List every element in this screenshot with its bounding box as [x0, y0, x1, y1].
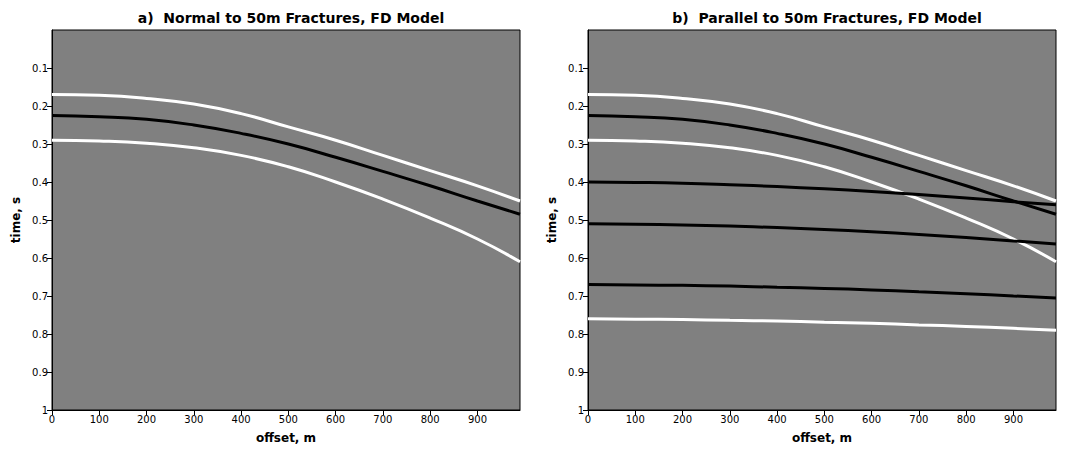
svg-text:600: 600 [326, 414, 345, 425]
svg-text:1: 1 [578, 405, 584, 416]
svg-text:900: 900 [1004, 414, 1023, 425]
svg-text:500: 500 [815, 414, 834, 425]
svg-text:100: 100 [90, 414, 109, 425]
svg-text:0.7: 0.7 [568, 291, 584, 302]
svg-text:700: 700 [909, 414, 928, 425]
svg-text:time, s: time, s [9, 197, 23, 243]
svg-text:600: 600 [862, 414, 881, 425]
svg-text:400: 400 [768, 414, 787, 425]
svg-text:0.5: 0.5 [32, 215, 48, 226]
svg-text:0: 0 [585, 414, 591, 425]
svg-text:0.1: 0.1 [568, 63, 584, 74]
svg-text:200: 200 [673, 414, 692, 425]
svg-text:0.2: 0.2 [568, 101, 584, 112]
svg-text:800: 800 [957, 414, 976, 425]
svg-text:0.7: 0.7 [32, 291, 48, 302]
svg-text:0.8: 0.8 [32, 329, 48, 340]
svg-text:0: 0 [49, 414, 55, 425]
svg-text:0.8: 0.8 [568, 329, 584, 340]
svg-text:0.2: 0.2 [32, 101, 48, 112]
svg-text:0.4: 0.4 [32, 177, 48, 188]
svg-text:400: 400 [232, 414, 251, 425]
svg-text:100: 100 [626, 414, 645, 425]
svg-text:700: 700 [373, 414, 392, 425]
svg-text:b) Parallel to 50m Fractures,: b) Parallel to 50m Fractures, FD Model [672, 10, 982, 26]
svg-text:300: 300 [720, 414, 739, 425]
svg-text:800: 800 [421, 414, 440, 425]
svg-text:0.1: 0.1 [32, 63, 48, 74]
svg-text:1: 1 [42, 405, 48, 416]
svg-text:900: 900 [468, 414, 487, 425]
svg-text:a) Normal to 50m Fractures, F: a) Normal to 50m Fractures, FD Model [138, 10, 445, 26]
svg-text:offset, m: offset, m [256, 431, 316, 445]
svg-text:0.9: 0.9 [568, 367, 584, 378]
svg-text:0.9: 0.9 [32, 367, 48, 378]
svg-text:time, s: time, s [545, 197, 559, 243]
svg-text:0.3: 0.3 [32, 139, 48, 150]
svg-text:offset, m: offset, m [792, 431, 852, 445]
svg-text:300: 300 [184, 414, 203, 425]
svg-text:0.3: 0.3 [568, 139, 584, 150]
svg-text:0.4: 0.4 [568, 177, 584, 188]
svg-text:0.5: 0.5 [568, 215, 584, 226]
svg-text:0.6: 0.6 [568, 253, 584, 264]
svg-text:0.6: 0.6 [32, 253, 48, 264]
svg-text:200: 200 [137, 414, 156, 425]
svg-text:500: 500 [279, 414, 298, 425]
